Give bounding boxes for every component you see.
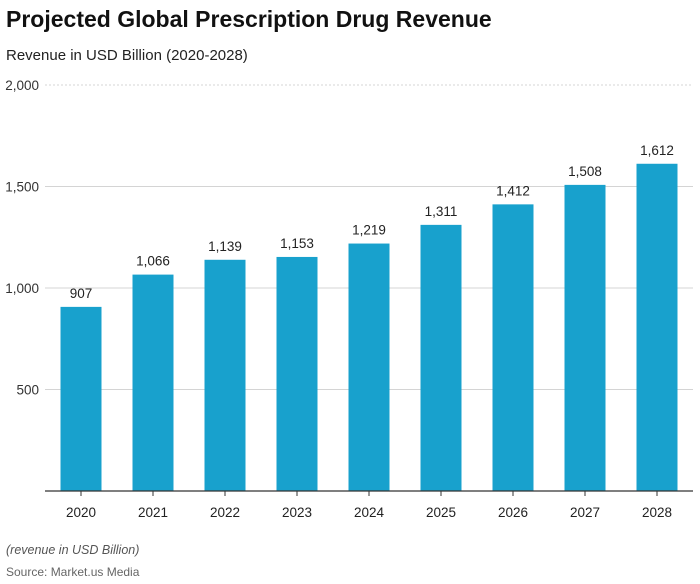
y-tick-label: 1,000	[5, 281, 39, 296]
data-label: 1,153	[280, 236, 314, 251]
bar	[636, 163, 678, 492]
bar	[492, 204, 534, 491]
data-label: 1,311	[425, 204, 458, 219]
chart-subtitle: Revenue in USD Billion (2020-2028)	[6, 47, 248, 64]
y-tick-label: 1,500	[5, 180, 39, 195]
data-label: 1,139	[208, 239, 242, 254]
x-tick-label: 2024	[354, 505, 385, 520]
data-label: 907	[70, 286, 93, 301]
chart-source: Source: Market.us Media	[6, 565, 140, 579]
data-label: 1,066	[136, 254, 170, 269]
x-tick-label: 2023	[282, 505, 312, 520]
x-tick-label: 2021	[138, 505, 168, 520]
x-tick-label: 2025	[426, 505, 456, 520]
data-label: 1,612	[640, 143, 674, 158]
chart-title: Projected Global Prescription Drug Reven…	[6, 6, 492, 32]
bar	[132, 274, 174, 491]
bar	[276, 256, 318, 491]
x-tick-label: 2020	[66, 505, 96, 520]
bar	[348, 243, 390, 491]
data-label: 1,508	[568, 164, 602, 179]
x-tick-label: 2022	[210, 505, 240, 520]
bar	[204, 259, 246, 491]
bar	[420, 224, 462, 491]
bar	[60, 306, 102, 491]
x-tick-label: 2028	[642, 505, 672, 520]
y-tick-label: 500	[16, 383, 39, 398]
data-label: 1,219	[352, 223, 386, 238]
x-tick-label: 2027	[570, 505, 600, 520]
x-tick-label: 2026	[498, 505, 528, 520]
bar	[564, 184, 606, 491]
y-tick-label: 2,000	[5, 78, 39, 93]
data-label: 1,412	[496, 183, 530, 198]
chart-note: (revenue in USD Billion)	[6, 543, 140, 557]
